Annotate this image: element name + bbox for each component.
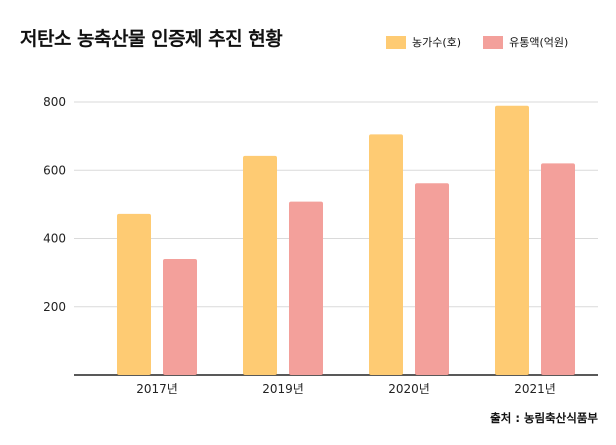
chart-legend: 농가수(호) 유통액(억원)	[386, 34, 590, 50]
legend-item-series1: 농가수(호)	[386, 34, 461, 50]
x-tick-label: 2021년	[514, 382, 556, 396]
chart-title: 저탄소 농축산물 인증제 추진 현황	[20, 28, 283, 50]
legend-swatch-series1	[386, 35, 406, 49]
bar-series2	[541, 163, 575, 375]
y-tick-label: 800	[43, 95, 66, 109]
bar-series2	[163, 258, 197, 375]
x-tick-label: 2020년	[388, 382, 430, 396]
legend-label-series1: 농가수(호)	[412, 36, 462, 49]
source-note: 출처 : 농림축산식품부	[490, 411, 598, 425]
bar-series1	[495, 105, 529, 375]
legend-label-series2: 유통액(억원)	[509, 36, 569, 49]
bar-series1	[117, 213, 151, 375]
bar-series2	[289, 201, 323, 375]
bar-series1	[243, 155, 277, 375]
legend-swatch-series2	[483, 35, 504, 49]
bar-series2	[415, 183, 449, 375]
legend-item-series2: 유통액(억원)	[483, 34, 568, 50]
x-tick-label: 2019년	[262, 382, 304, 396]
y-tick-label: 400	[43, 232, 66, 246]
y-tick-label: 200	[43, 300, 66, 314]
y-tick-label: 600	[43, 163, 66, 177]
bar-series1	[369, 134, 403, 375]
x-tick-label: 2017년	[136, 382, 178, 396]
